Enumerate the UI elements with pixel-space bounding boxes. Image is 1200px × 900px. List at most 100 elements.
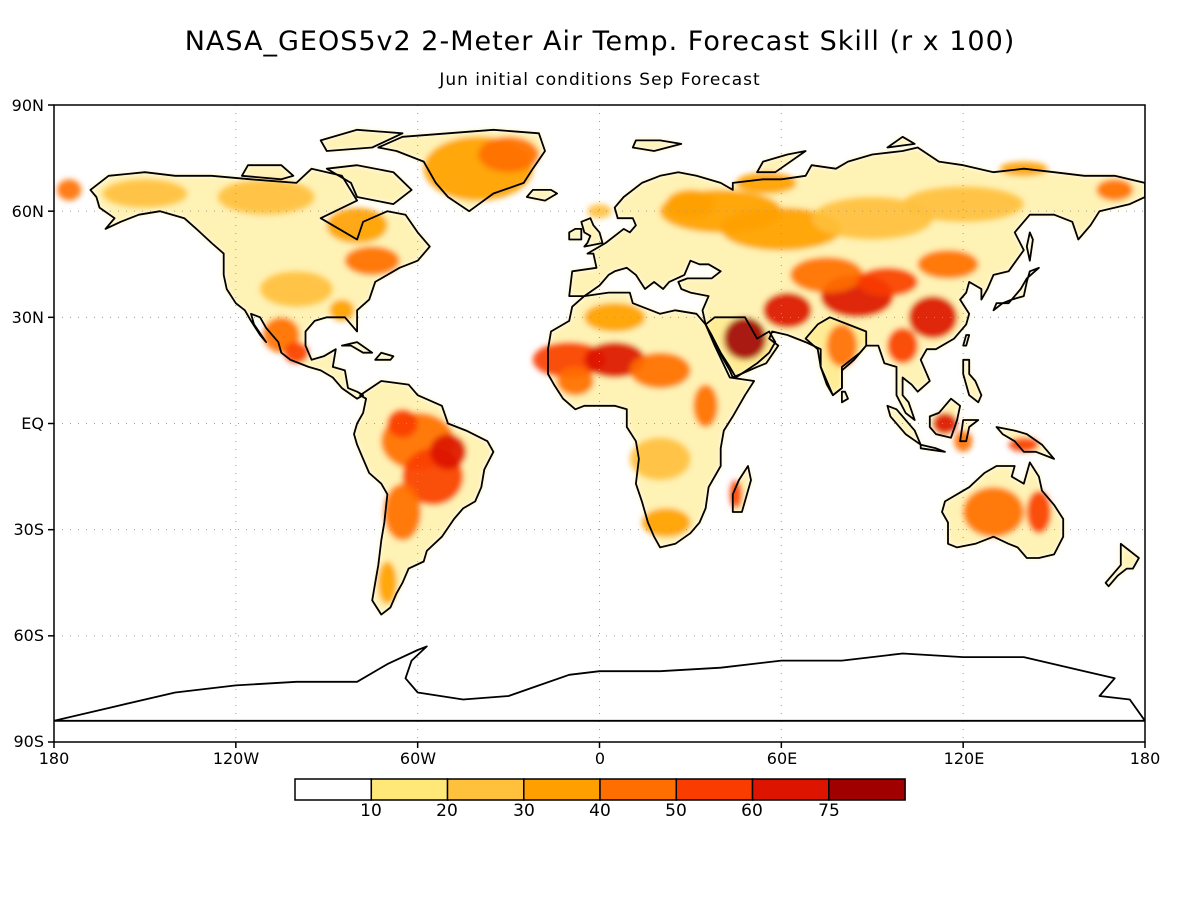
colorbar-label-50: 50 — [665, 801, 687, 821]
lon-label-60e: 60E — [766, 749, 798, 768]
skill-blob — [584, 342, 645, 378]
coastline-java — [919, 443, 946, 453]
skill-blob — [478, 136, 539, 173]
skill-blob — [811, 197, 933, 240]
skill-blob — [532, 342, 606, 378]
colorbar-swatch — [675, 778, 754, 801]
coastline-australia — [941, 461, 1065, 559]
coastline-arabia-gulf — [704, 316, 777, 379]
skill-blob — [557, 366, 594, 396]
coastlines — [54, 128, 1145, 722]
skill-blob — [1026, 490, 1051, 534]
lat-label-60s: 60S — [13, 626, 44, 645]
colorbar-swatch — [523, 778, 601, 801]
skill-blob — [932, 412, 958, 435]
skill-blob — [1096, 179, 1133, 201]
skill-blob — [1008, 437, 1039, 452]
colorbar-swatch — [828, 778, 906, 801]
colorbar — [294, 778, 906, 801]
land-base-svalbard — [632, 140, 682, 151]
skill-blob — [887, 327, 918, 364]
coastline-sulawesi — [959, 419, 980, 443]
skill-blob — [902, 186, 1024, 222]
coastline-india — [804, 316, 868, 397]
coastline-ireland — [568, 227, 583, 241]
coastline-victoria-island — [240, 164, 295, 181]
skill-blob — [763, 292, 812, 328]
coastline-africa — [547, 291, 755, 549]
skill-blob — [790, 257, 864, 293]
skill-blob — [284, 342, 309, 364]
coastline-svalbard — [631, 139, 683, 152]
skill-blob — [629, 352, 691, 389]
land-base-sri-lanka — [841, 391, 848, 403]
skill-blob — [908, 296, 958, 339]
lat-label-30n: 30N — [11, 308, 44, 327]
colorbar-swatch — [599, 778, 678, 801]
coastline-antarctica — [54, 645, 1145, 722]
lat-label-30s: 30S — [13, 520, 44, 539]
skill-blob — [857, 267, 918, 297]
lon-label-180e: 180 — [1129, 749, 1161, 768]
skill-blob — [917, 250, 979, 279]
skill-blob — [102, 179, 188, 208]
colorbar-swatch — [370, 778, 449, 801]
lon-label-180w: 180 — [38, 749, 70, 768]
lat-label-90n: 90N — [11, 96, 44, 115]
axis-ticks — [48, 104, 1146, 748]
land-base-victoria-island — [241, 165, 294, 180]
coastline-hispaniola — [374, 351, 395, 361]
coastline-severnaya — [886, 135, 916, 149]
coastline-philippines — [962, 358, 983, 404]
map-title: NASA_GEOS5v2 2-Meter Air Temp. Forecast … — [184, 26, 1016, 57]
map-subtitle: Jun initial conditions Sep Forecast — [439, 70, 761, 90]
colorbar-label-40: 40 — [589, 801, 611, 821]
skill-blob — [735, 172, 797, 194]
skill-blob — [329, 299, 354, 321]
coastline-south-america — [353, 380, 495, 616]
coastline-north-america — [89, 167, 431, 400]
skill-blob — [629, 437, 691, 481]
skill-blob — [642, 508, 691, 537]
skill-field — [57, 129, 1145, 615]
skill-blob — [326, 207, 388, 243]
skill-blob — [963, 487, 1024, 537]
coastline-japan — [992, 266, 1040, 312]
coastline-borneo — [928, 397, 961, 439]
lat-label-60n: 60N — [11, 202, 44, 221]
coastline-madagascar — [731, 465, 752, 513]
colorbar-label-75: 75 — [818, 801, 840, 821]
skill-blob — [826, 324, 858, 367]
land-base-philippines — [963, 359, 982, 403]
coastline-new-guinea — [995, 426, 1055, 460]
coastline-eurasia — [568, 146, 1145, 421]
colorbar-label-10: 10 — [360, 801, 382, 821]
skill-blob — [378, 561, 397, 604]
colorbar-swatch — [751, 778, 830, 801]
land-base-hispaniola — [375, 352, 394, 360]
lon-label-120e: 120E — [943, 749, 985, 768]
skill-blob — [217, 179, 315, 215]
coastline-taiwan — [962, 334, 971, 347]
skill-blob — [429, 434, 467, 470]
lon-label-60w: 60W — [399, 749, 437, 768]
land-base-baffin — [326, 165, 412, 205]
colorbar-swatch — [446, 778, 525, 801]
skill-blob — [57, 179, 82, 201]
land-base-uk — [581, 218, 603, 247]
coastline-sakhalin — [1025, 231, 1034, 262]
coastline-baffin — [325, 164, 413, 206]
land-base-severnaya — [887, 136, 915, 148]
coastline-ellesmere — [319, 128, 404, 152]
colorbar-label-20: 20 — [436, 801, 458, 821]
land-base-north-america — [90, 168, 430, 399]
colorbar-label-30: 30 — [513, 801, 535, 821]
land-base-new-zealand — [1105, 543, 1139, 587]
skill-blob — [729, 480, 743, 509]
coastline-novaya-zemlya — [756, 150, 807, 174]
colorbar-label-60: 60 — [741, 801, 763, 821]
coastline-cuba — [340, 341, 374, 354]
coastline-new-zealand — [1104, 542, 1140, 588]
coastline-uk — [580, 217, 604, 248]
